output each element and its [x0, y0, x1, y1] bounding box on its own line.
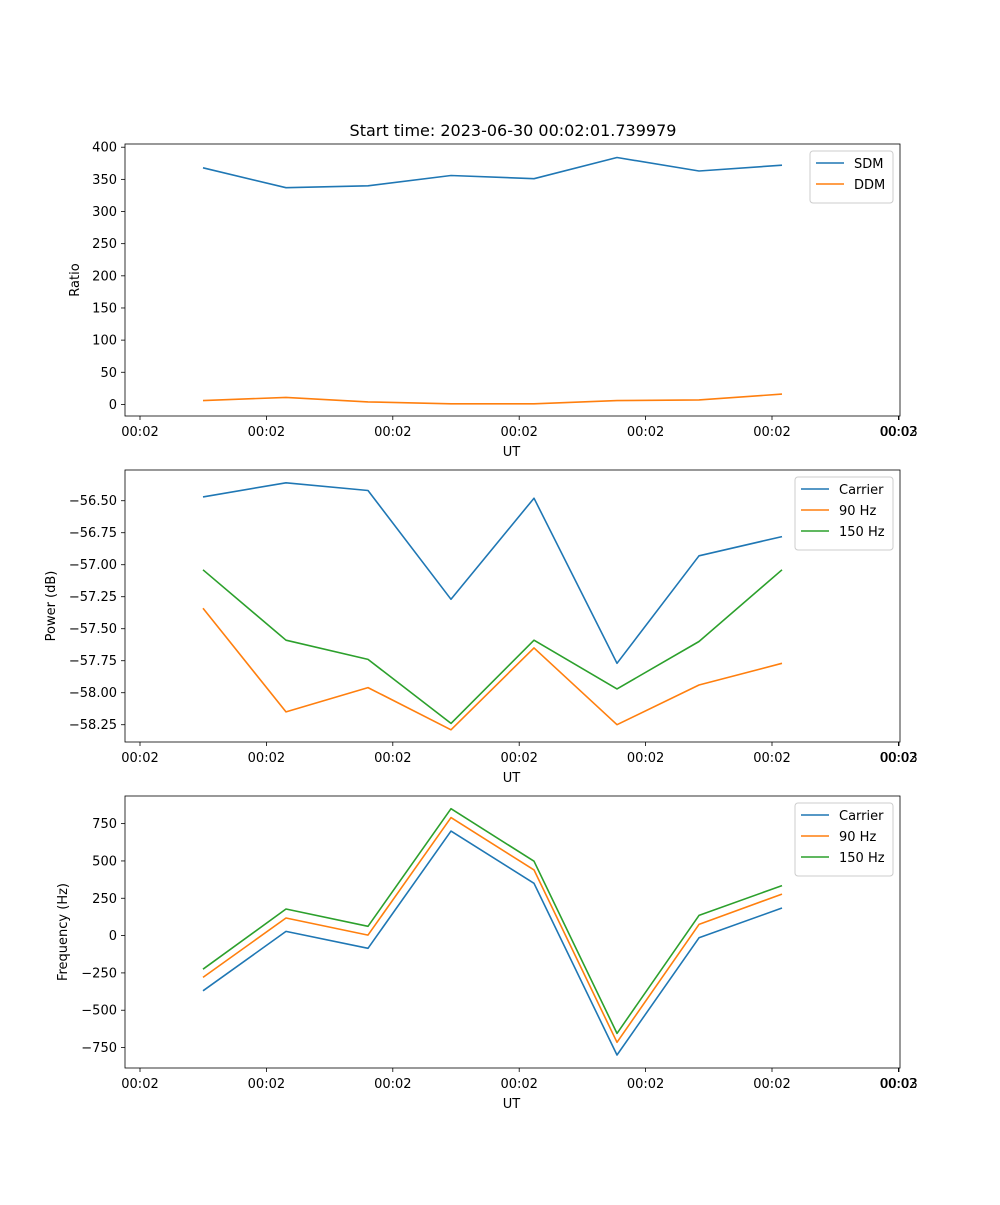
legend-label: 90 Hz [839, 504, 876, 519]
y-tick-label: 150 [92, 301, 117, 316]
x-tick-label: 00:02 [880, 751, 917, 766]
plot-area-frame [124, 143, 901, 417]
y-tick-label: 250 [92, 892, 117, 907]
y-tick-label: −250 [81, 966, 117, 981]
series-line-150-hz [202, 807, 783, 1035]
chart-title: Start time: 2023-06-30 00:02:01.739979 [350, 121, 677, 140]
series-line-90-hz [202, 816, 783, 1044]
x-tick-label: 00:02 [753, 1077, 790, 1092]
x-tick-label: 00:03 [880, 1077, 917, 1092]
series-line-90-hz [202, 607, 783, 731]
y-tick-label: −57.75 [69, 654, 117, 669]
x-tick-label: 00:02 [121, 751, 158, 766]
x-axis-label: UT [503, 771, 521, 786]
y-tick-label: −57.50 [69, 622, 117, 637]
series-line-150-hz [202, 569, 783, 725]
y-tick-label: 500 [92, 854, 117, 869]
y-tick-label: 250 [92, 237, 117, 252]
y-tick-label: −57.00 [69, 558, 117, 573]
x-tick-label: 00:02 [880, 1077, 917, 1092]
x-tick-label: 00:02 [121, 1077, 158, 1092]
legend-box [809, 150, 894, 204]
x-tick-label: 00:02 [753, 425, 790, 440]
legend-label: DDM [854, 178, 885, 193]
y-tick-label: 0 [109, 929, 117, 944]
y-tick-label: −58.00 [69, 686, 117, 701]
x-tick-label: 00:02 [627, 425, 664, 440]
y-tick-label: 300 [92, 205, 117, 220]
plot-area-frame [124, 469, 901, 743]
x-tick-label: 00:02 [500, 751, 537, 766]
y-tick-label: 0 [109, 398, 117, 413]
x-axis-label: UT [503, 1097, 521, 1112]
y-tick-label: 750 [92, 817, 117, 832]
x-axis-label: UT [503, 445, 521, 460]
y-tick-label: −750 [81, 1041, 117, 1056]
legend-label: 150 Hz [839, 851, 885, 866]
y-tick-label: −56.75 [69, 526, 117, 541]
x-tick-label: 00:02 [753, 751, 790, 766]
chart-panel-3: 00:02 00:02 00:02 00:02 00:02 00:02 00:0200:03… [56, 795, 918, 1112]
y-tick-label: 200 [92, 269, 117, 284]
chart-panel-2: 00:02 00:02 00:02 00:02 00:02 00:02 00:0200:03… [44, 469, 918, 786]
legend-label: Carrier [839, 483, 884, 498]
legend-label: 90 Hz [839, 830, 876, 845]
x-tick-label: 00:02 [248, 751, 285, 766]
x-tick-label: 00:02 [374, 425, 411, 440]
y-tick-label: −58.25 [69, 718, 117, 733]
legend-label: Carrier [839, 809, 884, 824]
series-line-ddm [202, 393, 783, 405]
x-tick-label: 00:02 [627, 1077, 664, 1092]
plot-area-frame [124, 795, 901, 1069]
x-tick-label: 00:02 [880, 425, 917, 440]
x-tick-label: 00:02 [248, 1077, 285, 1092]
series-line-carrier [202, 481, 783, 665]
y-tick-label: 50 [100, 366, 117, 381]
y-tick-label: −56.50 [69, 494, 117, 509]
y-tick-label: 350 [92, 173, 117, 188]
y-tick-label: 400 [92, 141, 117, 156]
x-tick-label: 00:02 [374, 1077, 411, 1092]
y-tick-label: 100 [92, 334, 117, 349]
legend-label: 150 Hz [839, 525, 885, 540]
x-tick-label: 00:02 [500, 425, 537, 440]
x-tick-label: 00:02 [500, 1077, 537, 1092]
series-line-sdm [202, 156, 783, 189]
y-tick-label: −57.25 [69, 590, 117, 605]
legend-label: SDM [854, 157, 883, 172]
y-axis-label: Ratio [68, 263, 83, 296]
y-axis-label: Power (dB) [44, 571, 59, 642]
chart-panel-1: 00:02 00:02 00:02 00:02 00:02 00:02 00:0200:03… [68, 141, 918, 460]
x-tick-label: 00:02 [121, 425, 158, 440]
y-tick-label: −500 [81, 1004, 117, 1019]
x-tick-label: 00:03 [880, 751, 917, 766]
series-line-carrier [202, 830, 783, 1056]
y-axis-label: Frequency (Hz) [56, 883, 71, 981]
x-tick-label: 00:02 [248, 425, 285, 440]
x-tick-label: 00:02 [374, 751, 411, 766]
x-tick-label: 00:02 [627, 751, 664, 766]
x-tick-label: 00:03 [880, 425, 917, 440]
